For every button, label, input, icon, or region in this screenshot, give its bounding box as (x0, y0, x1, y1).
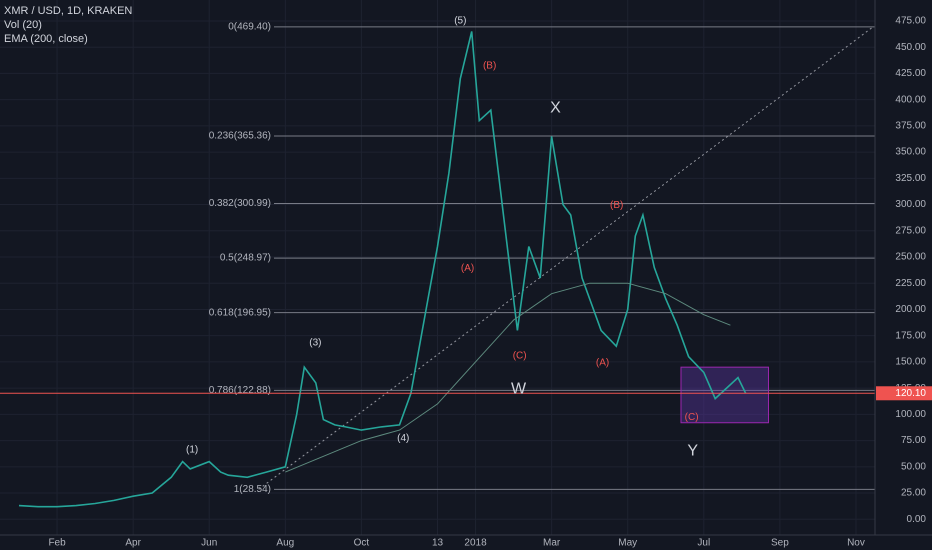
fib-label: 1(28.54) (234, 484, 271, 495)
wave-label: (B) (483, 61, 496, 72)
legend: XMR / USD, 1D, KRAKEN Vol (20) EMA (200,… (4, 5, 132, 45)
y-tick-label: 0.00 (907, 514, 927, 525)
wave-label: Y (687, 442, 698, 459)
fib-label: 0.5(248.97) (220, 253, 271, 264)
x-tick-label: Oct (354, 538, 370, 549)
fib-label: 0.236(365.36) (209, 131, 271, 142)
range-box (680, 366, 769, 424)
axes: 0.0025.0050.0075.00100.00125.00150.00175… (48, 16, 932, 549)
x-tick-label: Jun (201, 538, 217, 549)
x-tick-label: Apr (125, 538, 141, 549)
grid (0, 0, 875, 535)
last-price-label: 120.10 (895, 388, 926, 399)
y-tick-label: 350.00 (895, 147, 926, 158)
x-tick-label: Jul (697, 538, 710, 549)
y-tick-label: 375.00 (895, 121, 926, 132)
indicator: Vol (20) (4, 19, 42, 31)
x-tick-label: May (618, 538, 637, 549)
y-tick-label: 450.00 (895, 42, 926, 53)
y-tick-label: 150.00 (895, 357, 926, 368)
x-tick-label: Sep (771, 538, 789, 549)
wave-label: W (511, 380, 527, 397)
x-tick-label: Aug (276, 538, 294, 549)
y-tick-label: 325.00 (895, 173, 926, 184)
fib-label: 0.382(300.99) (209, 198, 271, 209)
y-tick-label: 175.00 (895, 330, 926, 341)
y-tick-label: 300.00 (895, 199, 926, 210)
y-tick-label: 25.00 (901, 488, 926, 499)
y-tick-label: 475.00 (895, 16, 926, 27)
wave-label: (5) (454, 16, 466, 27)
price-line (18, 31, 747, 508)
symbol: XMR / USD, 1D, KRAKEN (4, 5, 132, 17)
y-tick-label: 200.00 (895, 304, 926, 315)
x-tick-label: Nov (847, 538, 865, 549)
y-tick-label: 400.00 (895, 94, 926, 105)
y-tick-label: 100.00 (895, 409, 926, 420)
price-axis (875, 0, 932, 550)
y-tick-label: 75.00 (901, 435, 926, 446)
y-tick-label: 275.00 (895, 225, 926, 236)
fib-label: 0(469.40) (228, 21, 271, 32)
wave-label: (3) (309, 338, 321, 349)
x-tick-label: 13 (432, 538, 444, 549)
price-line (285, 282, 731, 473)
last-price-tag (876, 386, 932, 401)
y-tick-label: 250.00 (895, 252, 926, 263)
y-tick-label: 425.00 (895, 68, 926, 79)
wave-label: X (550, 99, 561, 116)
indicator: EMA (200, close) (4, 33, 88, 45)
fib-label: 0.618(196.95) (209, 307, 271, 318)
trendline (258, 26, 874, 490)
wave-label: (C) (513, 350, 527, 361)
fib-label: 0.786(122.88) (209, 385, 271, 396)
wave-label: (B) (610, 200, 623, 211)
x-tick-label: Mar (543, 538, 561, 549)
y-tick-label: 225.00 (895, 278, 926, 289)
wave-label: (1) (186, 445, 198, 456)
x-tick-label: Feb (48, 538, 66, 549)
wave-label: (A) (461, 263, 474, 274)
plot: 0(469.40) 0.236(365.36) 0.382(300.99) 0.5(2… (0, 16, 875, 508)
x-tick-label: 2018 (464, 538, 487, 549)
wave-label: (4) (397, 433, 409, 444)
wave-label: (A) (596, 358, 609, 369)
y-tick-label: 50.00 (901, 461, 926, 472)
wave-label: (C) (685, 412, 699, 423)
